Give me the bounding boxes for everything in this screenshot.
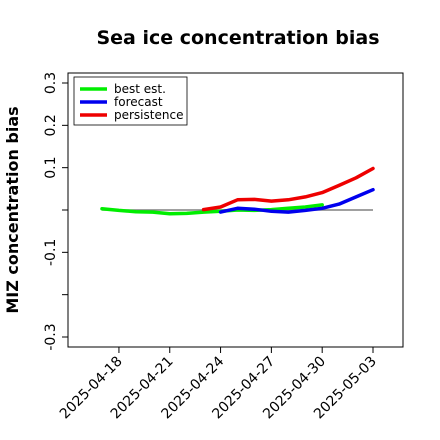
series-line-persistence <box>201 166 375 212</box>
legend-label: best est. <box>114 82 166 96</box>
legend-box <box>73 76 188 126</box>
y-axis-ticks: -0.3 -0.1 0.1 0.2 0.3 <box>43 72 68 351</box>
chart-title: Sea ice concentration bias <box>96 27 379 49</box>
y-axis-label: MIZ concentration bias <box>3 106 22 313</box>
series-line-forecast <box>218 187 375 214</box>
y-tick-label: -0.1 <box>43 239 59 266</box>
y-tick-label: 0.1 <box>43 157 59 179</box>
legend-label: forecast <box>114 95 163 109</box>
y-tick-label: 0.2 <box>43 114 59 136</box>
series-line-best-est <box>100 203 324 216</box>
x-axis-ticks: 2025-04-182025-04-212025-04-242025-04-27… <box>57 347 380 422</box>
legend-label: persistence <box>114 108 183 122</box>
y-tick-label: -0.3 <box>43 323 59 350</box>
series-lines <box>100 166 375 216</box>
y-tick-label: 0.3 <box>43 72 59 94</box>
